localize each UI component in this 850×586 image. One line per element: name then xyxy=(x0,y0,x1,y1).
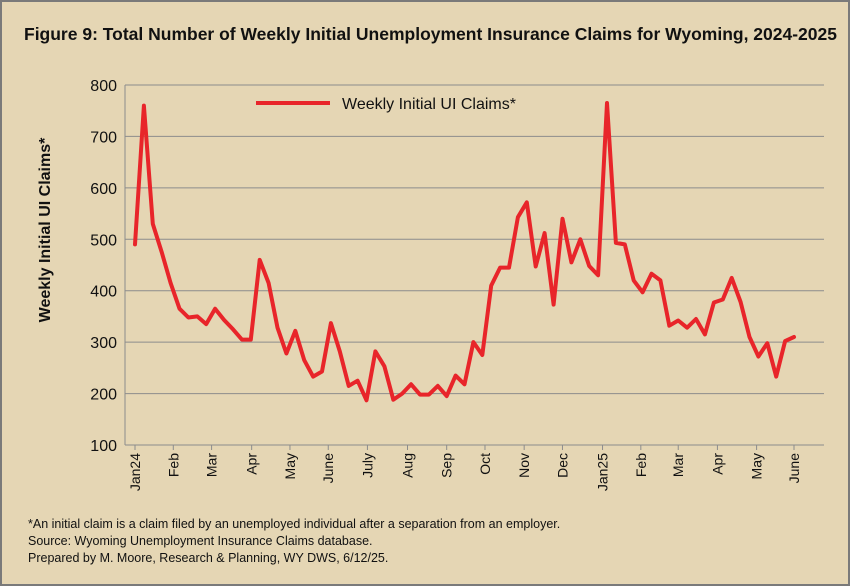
x-tick-label: Sep xyxy=(439,453,455,478)
x-tick-label: July xyxy=(359,453,375,478)
y-tick-label: 700 xyxy=(90,129,117,146)
y-tick-label: 800 xyxy=(90,78,117,95)
x-tick-label: Feb xyxy=(165,453,181,477)
x-tick-label: Aug xyxy=(400,453,416,478)
x-tick-label: Apr xyxy=(709,453,725,475)
x-tick-label: Dec xyxy=(554,453,570,478)
x-tick-label: Mar xyxy=(670,453,686,477)
x-tick-label: Feb xyxy=(633,453,649,477)
y-tick-label: 200 xyxy=(90,387,117,404)
series-line-0 xyxy=(133,101,796,403)
y-axis-ticks: 100 200 300 400 500 600 700 800 xyxy=(90,78,117,455)
x-tick-label: June xyxy=(320,453,336,484)
y-tick-label: 500 xyxy=(90,232,117,249)
x-tick-label: Nov xyxy=(516,453,532,478)
footnote-source: Source: Wyoming Unemployment Insurance C… xyxy=(28,534,373,548)
x-tick-label: May xyxy=(282,453,298,479)
x-tick-label: June xyxy=(786,453,802,484)
footnotes: *An initial claim is a claim filed by an… xyxy=(28,516,560,567)
x-tick-label: Mar xyxy=(204,453,220,477)
x-tick-label: Jan25 xyxy=(595,453,611,491)
footnote-definition: *An initial claim is a claim filed by an… xyxy=(28,517,561,531)
x-tick-label: May xyxy=(749,453,765,479)
y-tick-label: 300 xyxy=(90,335,117,352)
y-tick-label: 600 xyxy=(90,181,117,198)
x-axis-ticks: Jan24 Feb Mar Apr May June July Aug Sep Oct Nov Dec… xyxy=(127,445,802,491)
footnote-prepared-by: Prepared by M. Moore, Research & Plannin… xyxy=(28,551,389,565)
y-tick-label: 100 xyxy=(90,438,117,455)
gridlines xyxy=(125,84,824,395)
legend-label: Weekly Initial UI Claims* xyxy=(342,96,516,113)
y-axis-label: Weekly Initial UI Claims* xyxy=(37,137,54,322)
x-tick-label: Oct xyxy=(477,453,493,475)
series-layer xyxy=(133,101,796,403)
axes xyxy=(124,85,824,446)
y-tick-label: 400 xyxy=(90,284,117,301)
x-tick-label: Apr xyxy=(244,453,260,475)
x-tick-label: Jan24 xyxy=(127,453,143,491)
legend: Weekly Initial UI Claims* xyxy=(256,96,516,113)
chart-title: Figure 9: Total Number of Weekly Initial… xyxy=(24,24,837,44)
